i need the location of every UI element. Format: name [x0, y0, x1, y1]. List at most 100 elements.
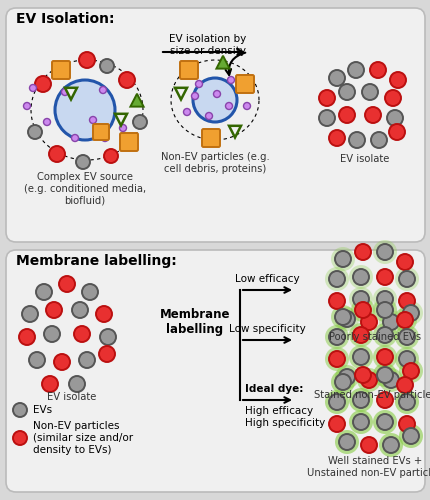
Circle shape [36, 284, 52, 300]
Circle shape [398, 351, 414, 367]
Text: Non-EV particles (e.g.
cell debris, proteins): Non-EV particles (e.g. cell debris, prot… [160, 152, 269, 174]
Circle shape [376, 291, 392, 307]
Circle shape [13, 403, 27, 417]
Circle shape [213, 90, 220, 98]
Circle shape [205, 112, 212, 119]
Circle shape [43, 118, 50, 126]
Circle shape [35, 76, 51, 92]
Text: EV isolation by
size or density: EV isolation by size or density [169, 34, 246, 56]
Circle shape [24, 102, 31, 110]
Circle shape [89, 116, 96, 123]
Circle shape [348, 345, 372, 369]
Circle shape [354, 367, 370, 383]
Circle shape [376, 414, 392, 430]
Circle shape [101, 134, 108, 141]
Circle shape [44, 326, 60, 342]
Circle shape [227, 76, 234, 84]
Circle shape [334, 374, 350, 390]
Circle shape [356, 368, 380, 392]
Circle shape [394, 325, 418, 349]
Circle shape [29, 84, 37, 91]
Circle shape [99, 346, 115, 362]
Circle shape [330, 305, 354, 329]
Circle shape [378, 310, 402, 334]
Circle shape [394, 267, 418, 291]
Circle shape [376, 244, 392, 260]
Circle shape [372, 363, 396, 387]
Circle shape [328, 130, 344, 146]
Circle shape [243, 102, 250, 110]
Circle shape [119, 72, 135, 88]
Circle shape [225, 102, 232, 110]
Circle shape [79, 352, 95, 368]
Circle shape [378, 433, 402, 457]
Circle shape [119, 124, 126, 132]
Circle shape [318, 90, 334, 106]
Circle shape [352, 349, 368, 365]
Circle shape [352, 269, 368, 285]
Polygon shape [115, 114, 127, 126]
FancyBboxPatch shape [6, 250, 424, 492]
Circle shape [22, 306, 38, 322]
FancyBboxPatch shape [180, 61, 197, 79]
Circle shape [372, 345, 396, 369]
Circle shape [392, 308, 416, 332]
Circle shape [389, 72, 405, 88]
Circle shape [328, 293, 344, 309]
Circle shape [348, 410, 372, 434]
Circle shape [42, 376, 58, 392]
FancyBboxPatch shape [202, 129, 219, 147]
Polygon shape [216, 56, 229, 68]
Circle shape [352, 392, 368, 408]
Circle shape [347, 62, 363, 78]
Circle shape [334, 307, 358, 331]
Circle shape [61, 88, 68, 96]
Circle shape [69, 376, 85, 392]
Circle shape [100, 329, 116, 345]
Circle shape [133, 115, 147, 129]
Circle shape [348, 265, 372, 289]
Circle shape [338, 84, 354, 100]
Text: Low specificity: Low specificity [228, 324, 305, 334]
Circle shape [324, 325, 348, 349]
Circle shape [378, 368, 402, 392]
Circle shape [54, 354, 70, 370]
Circle shape [352, 291, 368, 307]
Text: Poorly stained EVs: Poorly stained EVs [328, 332, 420, 342]
Circle shape [328, 271, 344, 287]
Circle shape [350, 298, 374, 322]
Circle shape [348, 323, 372, 347]
Circle shape [334, 365, 358, 389]
Circle shape [46, 302, 62, 318]
Text: Well stained EVs +
Unstained non-EV particles: Well stained EVs + Unstained non-EV part… [307, 456, 430, 477]
Circle shape [193, 78, 237, 122]
Circle shape [28, 125, 42, 139]
Circle shape [360, 437, 376, 453]
Circle shape [376, 367, 392, 383]
Circle shape [195, 80, 202, 87]
Circle shape [324, 390, 348, 414]
Circle shape [330, 370, 354, 394]
Circle shape [324, 347, 348, 371]
Text: Complex EV source
(e.g. conditioned media,
biofluid): Complex EV source (e.g. conditioned medi… [24, 172, 146, 205]
Circle shape [72, 302, 88, 318]
Circle shape [328, 329, 344, 345]
Circle shape [79, 52, 95, 68]
Circle shape [354, 302, 370, 318]
Circle shape [338, 434, 354, 450]
Circle shape [334, 430, 358, 454]
Circle shape [364, 107, 380, 123]
Polygon shape [130, 94, 143, 106]
Circle shape [382, 437, 398, 453]
Circle shape [191, 92, 198, 100]
Circle shape [402, 363, 418, 379]
Text: Stained non-EV particles: Stained non-EV particles [313, 390, 430, 400]
Circle shape [318, 110, 334, 126]
Circle shape [398, 301, 422, 325]
Circle shape [338, 107, 354, 123]
Circle shape [398, 293, 414, 309]
Circle shape [59, 276, 75, 292]
Circle shape [372, 410, 396, 434]
Circle shape [370, 132, 386, 148]
Circle shape [334, 251, 350, 267]
